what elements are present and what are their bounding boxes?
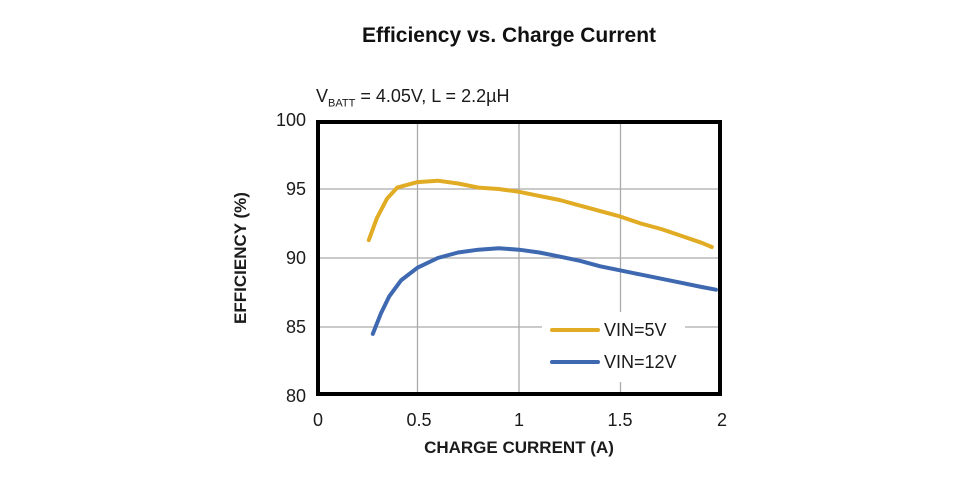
y-tick-95: 95: [285, 179, 306, 199]
legend-label-vin5v: VIN=5V: [604, 319, 667, 340]
legend-label-vin12v: VIN=12V: [604, 351, 677, 372]
x-tick-1: 1: [513, 410, 524, 430]
legend: VIN=5V VIN=12V: [542, 312, 685, 382]
y-tick-85: 85: [285, 317, 306, 337]
chart-condition-label: VBATT = 4.05V, L = 2.2µH: [316, 86, 509, 110]
x-tick-0-5: 0.5: [406, 410, 432, 430]
x-axis-title: CHARGE CURRENT (A): [424, 438, 614, 457]
legend-item-vin5v: VIN=5V: [550, 318, 677, 342]
plot-area: [316, 120, 722, 396]
y-tick-80: 80: [285, 386, 306, 406]
x-tick-0: 0: [312, 410, 323, 430]
legend-line-vin5v-icon: [550, 328, 600, 332]
x-tick-2: 2: [716, 410, 727, 430]
y-tick-100: 100: [275, 110, 306, 130]
chart-title: Efficiency vs. Charge Current: [361, 24, 657, 47]
condition-text: = 4.05V, L = 2.2µH: [355, 86, 510, 106]
y-tick-90: 90: [285, 248, 306, 268]
legend-item-vin12v: VIN=12V: [550, 350, 677, 374]
x-tick-1-5: 1.5: [607, 410, 633, 430]
vbatt-subscript: BATT: [328, 97, 356, 110]
vbatt-symbol: V: [316, 86, 329, 106]
legend-line-vin12v-icon: [550, 360, 600, 364]
